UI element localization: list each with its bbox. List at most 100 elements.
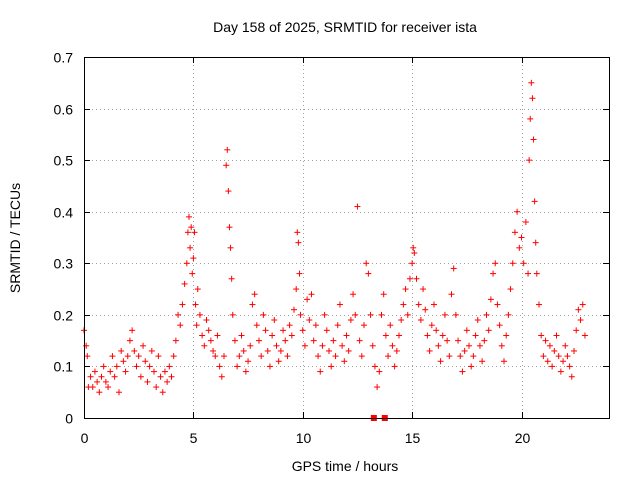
data-point <box>294 229 301 236</box>
data-point <box>435 342 442 349</box>
x-tick-label: 0 <box>81 430 89 446</box>
data-point <box>284 353 291 360</box>
data-point <box>94 378 101 385</box>
data-point <box>310 337 317 344</box>
y-tick-label: 0.7 <box>54 50 74 66</box>
data-point <box>166 363 173 370</box>
data-point <box>503 332 510 339</box>
data-point <box>490 270 497 277</box>
data-point <box>461 347 468 354</box>
data-point <box>194 286 201 293</box>
data-point <box>542 337 549 344</box>
data-point <box>251 291 258 298</box>
data-point <box>466 342 472 349</box>
data-point <box>369 342 376 349</box>
data-point <box>295 239 302 246</box>
data-point <box>520 260 527 267</box>
data-point <box>352 311 359 318</box>
data-point <box>501 358 507 365</box>
data-point <box>164 378 171 385</box>
data-point <box>297 311 304 318</box>
data-point <box>411 249 418 256</box>
data-point <box>199 332 206 339</box>
data-point <box>549 363 556 370</box>
data-point <box>330 337 337 344</box>
data-point <box>148 347 155 354</box>
data-point <box>481 337 488 344</box>
data-point <box>347 317 354 324</box>
data-point <box>573 327 580 334</box>
data-point <box>518 234 525 241</box>
data-point <box>350 291 357 298</box>
data-point <box>168 373 175 380</box>
data-point <box>406 275 413 282</box>
data-point <box>129 327 136 334</box>
data-point <box>485 327 492 334</box>
data-point <box>126 337 133 344</box>
data-point <box>422 306 429 313</box>
data-point <box>264 347 271 354</box>
data-point <box>191 229 198 236</box>
data-point <box>455 337 462 344</box>
data-point <box>463 327 470 334</box>
data-point <box>179 301 186 308</box>
data-point <box>439 332 446 339</box>
data-point <box>472 332 479 339</box>
data-point <box>89 384 96 391</box>
data-point <box>378 311 385 318</box>
data-point <box>170 353 177 360</box>
data-point <box>183 260 190 267</box>
data-point <box>301 342 308 349</box>
data-point <box>221 353 227 360</box>
data-point <box>203 317 210 324</box>
data-point <box>271 317 278 324</box>
data-point <box>358 353 365 360</box>
data-point <box>190 255 197 262</box>
data-point <box>533 270 540 277</box>
data-point <box>402 286 409 293</box>
data-point <box>282 337 289 344</box>
data-point <box>256 337 262 344</box>
data-point <box>450 265 457 272</box>
data-point <box>483 311 490 318</box>
data-point <box>568 373 575 380</box>
data-point <box>426 347 433 354</box>
data-point <box>334 322 341 329</box>
data-point <box>564 353 571 360</box>
data-point <box>457 353 464 360</box>
data-point <box>96 389 103 396</box>
data-point <box>205 327 212 334</box>
data-point <box>116 389 122 396</box>
data-point <box>234 363 241 370</box>
data-point <box>133 363 140 370</box>
data-point <box>437 358 444 365</box>
data-point <box>336 301 343 308</box>
data-point <box>343 332 350 339</box>
data-point <box>581 332 588 339</box>
data-point <box>363 260 370 267</box>
data-point <box>151 368 157 375</box>
data-point <box>393 347 400 354</box>
data-point <box>452 311 459 318</box>
data-point <box>532 239 539 246</box>
data-point <box>428 322 435 329</box>
data-point <box>479 358 486 365</box>
data-point <box>242 368 249 375</box>
x-tick-label: 5 <box>190 430 198 446</box>
data-point <box>487 296 494 303</box>
data-point <box>400 301 407 308</box>
data-point <box>560 358 567 365</box>
data-point <box>528 79 535 86</box>
data-point <box>224 146 231 153</box>
data-point <box>562 342 569 349</box>
data-point <box>476 342 483 349</box>
y-tick-label: 0.2 <box>54 308 74 324</box>
data-point <box>546 342 553 349</box>
data-point <box>296 270 303 277</box>
data-point <box>225 188 232 195</box>
data-point <box>361 322 367 329</box>
data-point <box>470 353 477 360</box>
data-point <box>566 363 573 370</box>
data-point <box>218 373 225 380</box>
